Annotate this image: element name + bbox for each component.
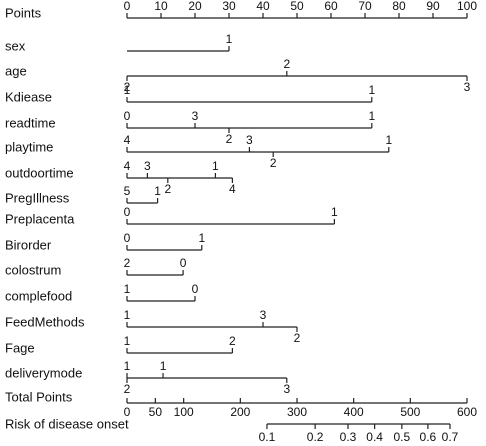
level-label: 2: [226, 132, 233, 146]
level-label: 2: [294, 331, 301, 345]
row-name: deliverymode: [5, 365, 82, 380]
level-label: 1: [368, 83, 375, 97]
level-label: 2: [124, 256, 131, 270]
tick-label: 100: [174, 405, 194, 419]
tick-label: 20: [188, 0, 202, 13]
level-label: 1: [124, 282, 131, 296]
tick-label: 0.3: [340, 430, 357, 444]
level-label: 3: [192, 109, 199, 123]
level-label: 0: [124, 205, 131, 219]
tick-label: 0.7: [442, 430, 459, 444]
row-name: Preplacenta: [5, 211, 75, 226]
tick-label: 0.6: [420, 430, 437, 444]
level-label: 1: [385, 133, 392, 147]
level-label: 2: [124, 80, 131, 94]
level-label: 5: [124, 184, 131, 198]
axis-label: Total Points: [5, 389, 73, 404]
level-label: 1: [124, 359, 131, 373]
tick-label: 70: [358, 0, 372, 13]
tick-label: 0: [124, 0, 131, 13]
level-label: 0: [124, 231, 131, 245]
level-label: 3: [464, 80, 471, 94]
row-name: outdoortime: [5, 165, 74, 180]
tick-label: 60: [324, 0, 338, 13]
level-label: 1: [124, 334, 131, 348]
tick-label: 10: [154, 0, 168, 13]
level-label: 0: [180, 256, 187, 270]
level-label: 3: [246, 133, 253, 147]
level-label: 1: [212, 159, 219, 173]
row-name: Birorder: [5, 237, 52, 252]
level-label: 0: [192, 282, 199, 296]
tick-label: 0.1: [259, 430, 276, 444]
level-label: 2: [124, 382, 131, 396]
tick-label: 0.2: [307, 430, 324, 444]
row-name: sex: [5, 38, 26, 53]
row-name: PregIllness: [5, 190, 70, 205]
tick-label: 0: [124, 405, 131, 419]
row-name: readtime: [5, 115, 56, 130]
tick-label: 300: [287, 405, 307, 419]
row-name: colostrum: [5, 262, 61, 277]
tick-label: 30: [222, 0, 236, 13]
level-label: 2: [164, 182, 171, 196]
tick-label: 50: [290, 0, 304, 13]
axis-label: Points: [5, 5, 42, 20]
level-label: 0: [124, 109, 131, 123]
tick-label: 0.4: [366, 430, 383, 444]
level-label: 2: [270, 156, 277, 170]
tick-label: 50: [149, 405, 163, 419]
level-label: 1: [154, 184, 161, 198]
tick-label: 600: [457, 405, 477, 419]
row-name: age: [5, 63, 27, 78]
tick-label: 40: [256, 0, 270, 13]
row-name: FeedMethods: [5, 314, 85, 329]
tick-label: 80: [392, 0, 406, 13]
row-name: Fage: [5, 340, 35, 355]
tick-label: 500: [400, 405, 420, 419]
level-label: 1: [198, 231, 205, 245]
level-label: 4: [124, 159, 131, 173]
tick-label: 100: [457, 0, 477, 13]
tick-label: 400: [344, 405, 364, 419]
level-label: 3: [283, 382, 290, 396]
tick-label: 200: [230, 405, 250, 419]
row-name: playtime: [5, 139, 53, 154]
level-label: 2: [283, 57, 290, 71]
level-label: 3: [260, 308, 267, 322]
tick-label: 90: [426, 0, 440, 13]
level-label: 1: [226, 32, 233, 46]
level-label: 1: [160, 359, 167, 373]
level-label: 2: [229, 334, 236, 348]
level-label: 1: [124, 83, 131, 97]
level-label: 1: [124, 308, 131, 322]
level-label: 1: [331, 205, 338, 219]
level-label: 4: [124, 133, 131, 147]
level-label: 1: [368, 109, 375, 123]
tick-label: 0.5: [393, 430, 410, 444]
level-label: 3: [144, 159, 151, 173]
row-name: complefood: [5, 288, 72, 303]
row-name: Kdiease: [5, 89, 52, 104]
axis-label: Risk of disease onset: [5, 416, 129, 431]
level-label: 4: [229, 182, 236, 196]
